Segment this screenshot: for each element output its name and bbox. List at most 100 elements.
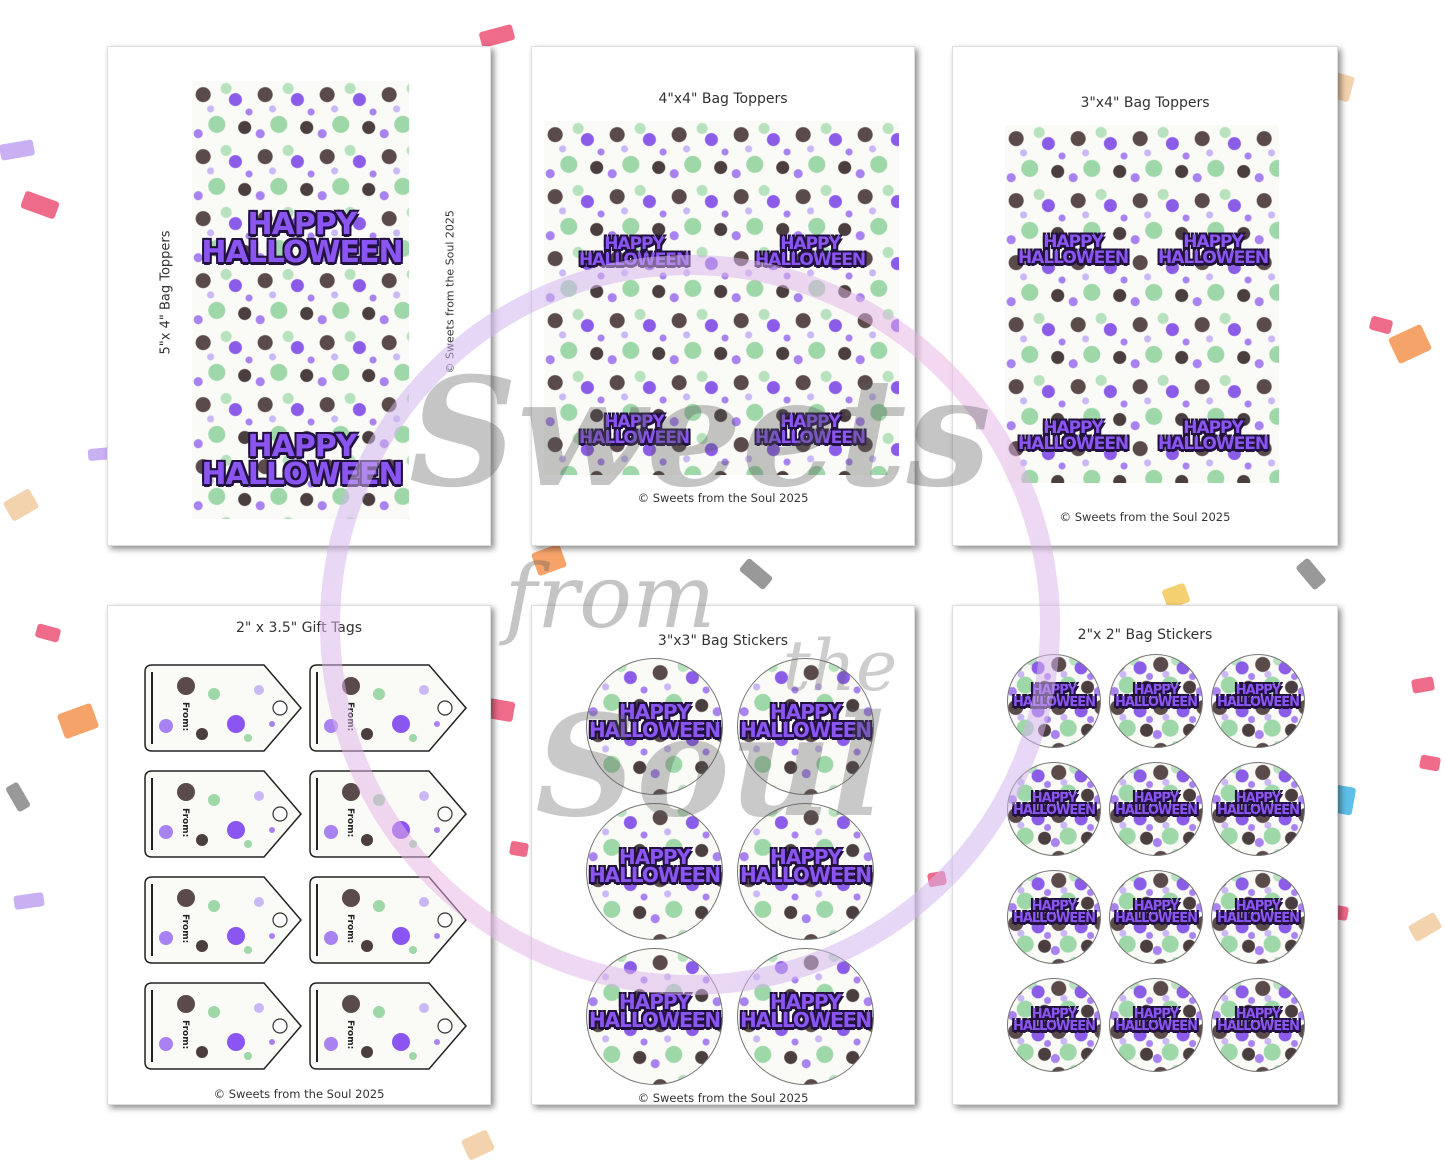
happy-halloween-art: HAPPY HALLOWEEN <box>1216 899 1300 926</box>
happy-halloween-art: HAPPY HALLOWEEN <box>754 234 866 270</box>
happy-halloween-art: HAPPY HALLOWEEN <box>588 700 721 743</box>
confetti-piece <box>13 891 45 911</box>
sheet-4x4-bag-toppers: 4"x4" Bag Toppers HAPPY HALLOWEEN HAPPY HA… <box>531 46 915 546</box>
confetti-piece <box>20 190 60 220</box>
bag-sticker: HAPPY HALLOWEEN <box>737 803 874 940</box>
confetti-piece <box>478 23 516 49</box>
sheet-title: 2"x 2" Bag Stickers <box>1077 627 1213 643</box>
bag-sticker: HAPPY HALLOWEEN <box>737 658 874 795</box>
gift-tag: From: <box>309 770 469 858</box>
confetti-piece <box>530 543 568 577</box>
happy-halloween-art: HAPPY HALLOWEEN <box>1157 418 1269 454</box>
from-label: From: <box>180 1020 190 1050</box>
happy-halloween-art: HAPPY HALLOWEEN <box>739 990 872 1033</box>
from-label: From: <box>345 808 355 838</box>
happy-halloween-art: HAPPY HALLOWEEN <box>1012 1007 1096 1034</box>
sheet-title: 2" x 3.5" Gift Tags <box>235 620 363 636</box>
from-label: From: <box>180 914 190 944</box>
bag-sticker: HAPPY HALLOWEEN <box>1109 870 1203 964</box>
bag-sticker: HAPPY HALLOWEEN <box>1109 978 1203 1072</box>
confetti-piece <box>1410 676 1436 694</box>
from-label: From: <box>345 1020 355 1050</box>
bag-sticker: HAPPY HALLOWEEN <box>1007 762 1101 856</box>
sheet-title: 4"x4" Bag Toppers <box>658 91 788 107</box>
bag-sticker: HAPPY HALLOWEEN <box>586 658 723 795</box>
bag-sticker: HAPPY HALLOWEEN <box>1007 870 1101 964</box>
confetti-piece <box>1387 323 1433 365</box>
happy-halloween-art: HAPPY HALLOWEEN <box>1012 683 1096 710</box>
sheet-gift-tags: 2" x 3.5" Gift Tags From: From: From: From:… <box>107 605 491 1105</box>
happy-halloween-art: HAPPY HALLOWEEN <box>1216 1007 1300 1034</box>
confetti-piece <box>56 702 100 740</box>
happy-halloween-art: HAPPY HALLOWEEN <box>1216 791 1300 818</box>
copyright: © Sweets from the Soul 2025 <box>1059 510 1231 524</box>
happy-halloween-art: HAPPY HALLOWEEN <box>1012 899 1096 926</box>
copyright: © Sweets from the Soul 2025 <box>637 1091 809 1105</box>
happy-halloween-art: HAPPY HALLOWEEN <box>1114 791 1198 818</box>
bag-sticker: HAPPY HALLOWEEN <box>1109 762 1203 856</box>
happy-halloween-art: HAPPY HALLOWEEN <box>201 207 403 270</box>
confetti-piece <box>1295 557 1327 591</box>
sheet-3x3-bag-stickers: 3"x3" Bag Stickers HAPPY HALLOWEEN HAPPY HA… <box>531 605 915 1105</box>
sheet-title: 3"x4" Bag Toppers <box>1080 95 1210 111</box>
happy-halloween-art: HAPPY HALLOWEEN <box>739 700 872 743</box>
copyright: © Sweets from the Soul 2025 <box>213 1087 385 1101</box>
bag-sticker: HAPPY HALLOWEEN <box>737 948 874 1085</box>
bag-sticker: HAPPY HALLOWEEN <box>586 803 723 940</box>
from-label: From: <box>180 702 190 732</box>
confetti-piece <box>1407 911 1443 943</box>
sheet-title: 3"x3" Bag Stickers <box>657 633 789 649</box>
happy-halloween-art: HAPPY HALLOWEEN <box>578 234 690 270</box>
confetti-piece <box>0 139 36 161</box>
confetti-piece <box>508 840 530 858</box>
happy-halloween-art: HAPPY HALLOWEEN <box>739 845 872 888</box>
bag-sticker: HAPPY HALLOWEEN <box>1007 654 1101 748</box>
gift-tag: From: <box>144 876 304 964</box>
happy-halloween-art: HAPPY HALLOWEEN <box>578 412 690 448</box>
bag-sticker: HAPPY HALLOWEEN <box>1007 978 1101 1072</box>
from-label: From: <box>345 914 355 944</box>
copyright: © Sweets from the Soul 2025 <box>637 491 809 505</box>
confetti-piece <box>460 1129 496 1161</box>
bag-sticker: HAPPY HALLOWEEN <box>586 948 723 1085</box>
sheet-label: 5"x 4" Bag Toppers <box>158 230 174 355</box>
happy-halloween-art: HAPPY HALLOWEEN <box>1017 418 1129 454</box>
confetti-piece <box>34 623 62 643</box>
happy-halloween-art: HAPPY HALLOWEEN <box>1114 1007 1198 1034</box>
gift-tag: From: <box>144 982 304 1070</box>
happy-halloween-art: HAPPY HALLOWEEN <box>201 429 403 492</box>
sheet-5x4-bag-toppers: 5"x 4" Bag Toppers HAPPY HALLOWEEN HAPPY H… <box>107 46 491 546</box>
confetti-piece <box>738 557 774 591</box>
bag-sticker: HAPPY HALLOWEEN <box>1211 762 1305 856</box>
confetti-piece <box>4 781 32 813</box>
happy-halloween-art: HAPPY HALLOWEEN <box>1114 899 1198 926</box>
copyright: © Sweets from the Soul 2025 <box>443 210 457 374</box>
from-label: From: <box>180 808 190 838</box>
bag-topper-pattern: HAPPY HALLOWEEN HAPPY HALLOWEEN <box>192 81 409 519</box>
bag-sticker: HAPPY HALLOWEEN <box>1211 654 1305 748</box>
sheet-3x4-bag-toppers: 3"x4" Bag Toppers HAPPY HALLOWEEN HAPPY HA… <box>952 46 1338 546</box>
bag-sticker: HAPPY HALLOWEEN <box>1211 870 1305 964</box>
happy-halloween-art: HAPPY HALLOWEEN <box>754 412 866 448</box>
sheet-2x2-bag-stickers: 2"x 2" Bag Stickers HAPPY HALLOWEEN HAPPY H… <box>952 605 1338 1105</box>
bag-sticker: HAPPY HALLOWEEN <box>1211 978 1305 1072</box>
happy-halloween-art: HAPPY HALLOWEEN <box>588 845 721 888</box>
gift-tag: From: <box>144 664 304 752</box>
confetti-piece <box>1368 315 1394 335</box>
gift-tag: From: <box>309 664 469 752</box>
bag-sticker: HAPPY HALLOWEEN <box>1109 654 1203 748</box>
gift-tag: From: <box>309 876 469 964</box>
happy-halloween-art: HAPPY HALLOWEEN <box>1216 683 1300 710</box>
gift-tag: From: <box>144 770 304 858</box>
happy-halloween-art: HAPPY HALLOWEEN <box>1114 683 1198 710</box>
happy-halloween-art: HAPPY HALLOWEEN <box>1017 232 1129 268</box>
gift-tag: From: <box>309 982 469 1070</box>
confetti-piece <box>2 487 40 523</box>
from-label: From: <box>345 702 355 732</box>
happy-halloween-art: HAPPY HALLOWEEN <box>1157 232 1269 268</box>
happy-halloween-art: HAPPY HALLOWEEN <box>1012 791 1096 818</box>
bag-topper-pattern: HAPPY HALLOWEEN HAPPY HALLOWEEN HAPPY HALLO… <box>544 121 899 475</box>
confetti-piece <box>926 870 948 888</box>
happy-halloween-art: HAPPY HALLOWEEN <box>588 990 721 1033</box>
confetti-piece <box>1418 754 1442 772</box>
